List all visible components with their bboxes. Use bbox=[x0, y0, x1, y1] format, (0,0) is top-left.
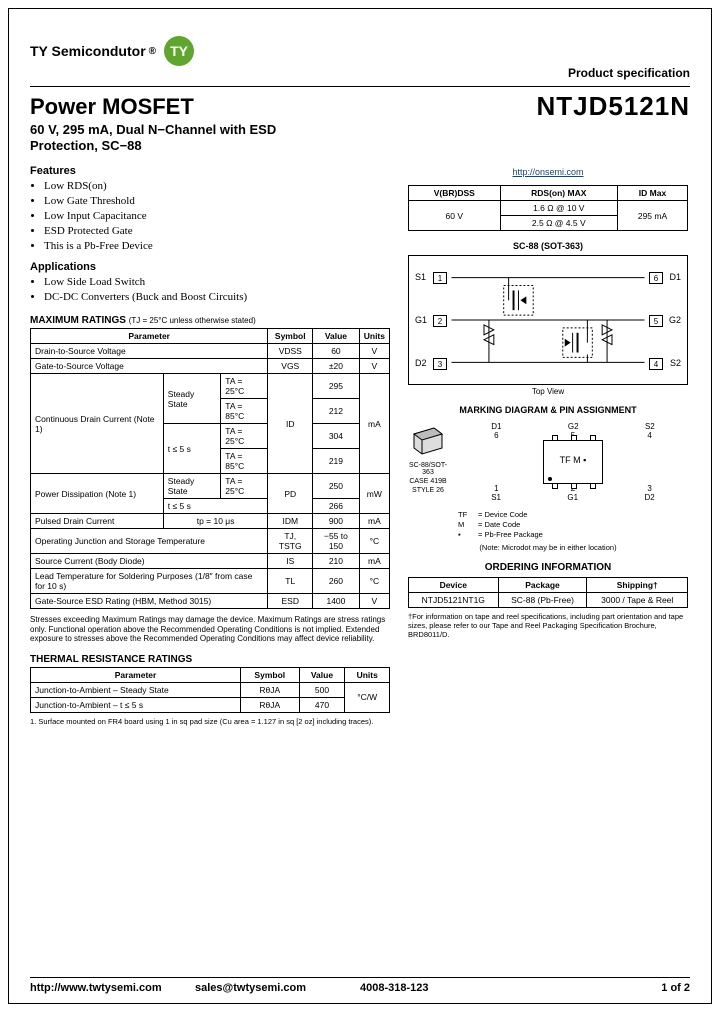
table-row: Junction-to-Ambient – t ≤ 5 s RθJA 470 bbox=[31, 697, 390, 712]
case-line: CASE 419B bbox=[408, 478, 448, 485]
case-line: SC-88/SOT-363 bbox=[408, 462, 448, 476]
page-content: TY Semicondutor ® TY Product specificati… bbox=[30, 36, 690, 726]
footer-phone: 4008-318-123 bbox=[360, 982, 525, 994]
page-footer: http://www.twtysemi.com sales@twtysemi.c… bbox=[30, 977, 690, 994]
product-spec-label: Product specification bbox=[30, 66, 690, 80]
marking-note: (Note: Microdot may be in either locatio… bbox=[408, 543, 688, 552]
pin-1-box: 1 bbox=[433, 272, 447, 284]
schematic-diagram: S1 1 G1 2 D2 3 6 D1 5 G2 4 S2 bbox=[408, 255, 688, 385]
table-row: Gate-Source ESD Rating (HBM, Method 3015… bbox=[31, 594, 390, 609]
col-parameter: Parameter bbox=[31, 329, 268, 344]
application-item: Low Side Load Switch bbox=[44, 275, 390, 290]
table-row: Drain-to-Source Voltage VDSS 60 V bbox=[31, 344, 390, 359]
table-row: Operating Junction and Storage Temperatu… bbox=[31, 529, 390, 554]
footer-url[interactable]: http://www.twtysemi.com bbox=[30, 982, 195, 994]
left-column: Features Low RDS(on) Low Gate Threshold … bbox=[30, 165, 390, 726]
package-outline-icon: TF M ▪ bbox=[543, 440, 603, 484]
feature-item: Low Gate Threshold bbox=[44, 194, 390, 209]
pin-g1-label: G1 bbox=[415, 315, 427, 325]
max-ratings-table: Parameter Symbol Value Units Drain-to-So… bbox=[30, 328, 390, 609]
features-list: Low RDS(on) Low Gate Threshold Low Input… bbox=[44, 179, 390, 253]
table-row: Junction-to-Ambient – Steady State RθJA … bbox=[31, 682, 390, 697]
max-caption-pre: MAXIMUM RATINGS bbox=[30, 315, 126, 326]
page-number: 1 of 2 bbox=[525, 982, 690, 994]
table-row: Gate-to-Source Voltage VGS ±20 V bbox=[31, 359, 390, 374]
marking-area: SC-88/SOT-363 CASE 419B STYLE 26 D1 G2 S… bbox=[408, 422, 688, 502]
chip-3d-icon: SC-88/SOT-363 CASE 419B STYLE 26 bbox=[408, 422, 448, 494]
table-row: Pulsed Drain Current tp = 10 μs IDM 900 … bbox=[31, 514, 390, 529]
vendor-link[interactable]: http://onsemi.com bbox=[408, 167, 688, 177]
table-row: Lead Temperature for Soldering Purposes … bbox=[31, 569, 390, 594]
title-block: Power MOSFET 60 V, 295 mA, Dual N−Channe… bbox=[30, 94, 330, 153]
ordering-table: Device Package Shipping† NTJD5121NT1G SC… bbox=[408, 577, 688, 608]
topview-label: Top View bbox=[408, 387, 688, 396]
col-symbol: Symbol bbox=[268, 329, 313, 344]
pin-5-box: 5 bbox=[649, 315, 663, 327]
header-rule bbox=[30, 86, 690, 87]
table-row: Continuous Drain Current (Note 1) Steady… bbox=[31, 374, 390, 399]
thermal-footnote: 1. Surface mounted on FR4 board using 1 … bbox=[30, 717, 390, 726]
footer-email[interactable]: sales@twtysemi.com bbox=[195, 982, 360, 994]
feature-item: Low Input Capacitance bbox=[44, 209, 390, 224]
page-title: Power MOSFET bbox=[30, 94, 330, 120]
pin-g2-label: G2 bbox=[669, 315, 681, 325]
mosfet-schematic-icon bbox=[409, 256, 687, 384]
application-item: DC-DC Converters (Buck and Boost Circuit… bbox=[44, 290, 390, 305]
quick-spec-table: V(BR)DSS RDS(on) MAX ID Max 60 V 1.6 Ω @… bbox=[408, 185, 688, 231]
thermal-table: Parameter Symbol Value Units Junction-to… bbox=[30, 667, 390, 713]
pin-6-box: 6 bbox=[649, 272, 663, 284]
max-ratings-caption: MAXIMUM RATINGS (TJ = 25°C unless otherw… bbox=[30, 315, 390, 326]
marking-heading: MARKING DIAGRAM & PIN ASSIGNMENT bbox=[408, 406, 688, 416]
table-row: Power Dissipation (Note 1) Steady State … bbox=[31, 474, 390, 499]
brand-logo-icon: TY bbox=[164, 36, 194, 66]
features-heading: Features bbox=[30, 165, 390, 177]
case-line: STYLE 26 bbox=[408, 487, 448, 494]
right-column: http://onsemi.com V(BR)DSS RDS(on) MAX I… bbox=[408, 165, 688, 726]
applications-heading: Applications bbox=[30, 261, 390, 273]
table-row: NTJD5121NT1G SC-88 (Pb-Free) 3000 / Tape… bbox=[409, 593, 688, 608]
marking-legend: TF= Device Code M= Date Code ▪= Pb-Free … bbox=[408, 510, 688, 539]
feature-item: Low RDS(on) bbox=[44, 179, 390, 194]
brand-text: TY Semicondutor bbox=[30, 43, 146, 59]
pin-2-box: 2 bbox=[433, 315, 447, 327]
marking-text: TF M ▪ bbox=[544, 455, 602, 465]
max-ratings-note: Stresses exceeding Maximum Ratings may d… bbox=[30, 615, 390, 644]
page-subtitle: 60 V, 295 mA, Dual N−Channel with ESD Pr… bbox=[30, 122, 330, 153]
table-row: Source Current (Body Diode) IS 210 mA bbox=[31, 554, 390, 569]
registered-icon: ® bbox=[149, 46, 156, 57]
pin-4-box: 4 bbox=[649, 358, 663, 370]
pin-3-box: 3 bbox=[433, 358, 447, 370]
ordering-note: †For information on tape and reel specif… bbox=[408, 612, 688, 639]
feature-item: ESD Protected Gate bbox=[44, 224, 390, 239]
pin-s2-label: S2 bbox=[670, 358, 681, 368]
pin-d1-label: D1 bbox=[669, 272, 681, 282]
col-value: Value bbox=[313, 329, 360, 344]
applications-list: Low Side Load Switch DC-DC Converters (B… bbox=[44, 275, 390, 305]
schematic-title: SC-88 (SOT-363) bbox=[408, 241, 688, 251]
max-caption-suf: (TJ = 25°C unless otherwise stated) bbox=[129, 316, 256, 325]
pin1-dot-icon bbox=[548, 477, 552, 481]
col-units: Units bbox=[359, 329, 389, 344]
thermal-caption: THERMAL RESISTANCE RATINGS bbox=[30, 654, 390, 665]
marking-pinout: D1 G2 S2 6 5 4 bbox=[458, 422, 688, 502]
brand-name: TY Semicondutor ® bbox=[30, 43, 156, 59]
feature-item: This is a Pb-Free Device bbox=[44, 239, 390, 254]
pin-d2-label: D2 bbox=[415, 358, 427, 368]
brand-row: TY Semicondutor ® TY bbox=[30, 36, 690, 66]
pin-s1-label: S1 bbox=[415, 272, 426, 282]
ordering-heading: ORDERING INFORMATION bbox=[408, 562, 688, 573]
